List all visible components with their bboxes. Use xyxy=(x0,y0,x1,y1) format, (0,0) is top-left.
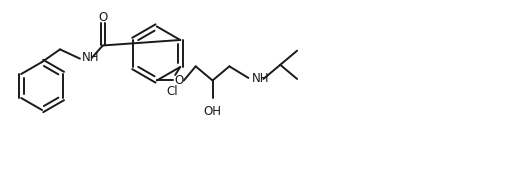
Text: NH: NH xyxy=(82,51,99,64)
Text: NH: NH xyxy=(251,73,269,86)
Text: O: O xyxy=(174,74,184,87)
Text: Cl: Cl xyxy=(166,85,178,98)
Text: OH: OH xyxy=(204,105,221,118)
Text: O: O xyxy=(98,11,107,24)
